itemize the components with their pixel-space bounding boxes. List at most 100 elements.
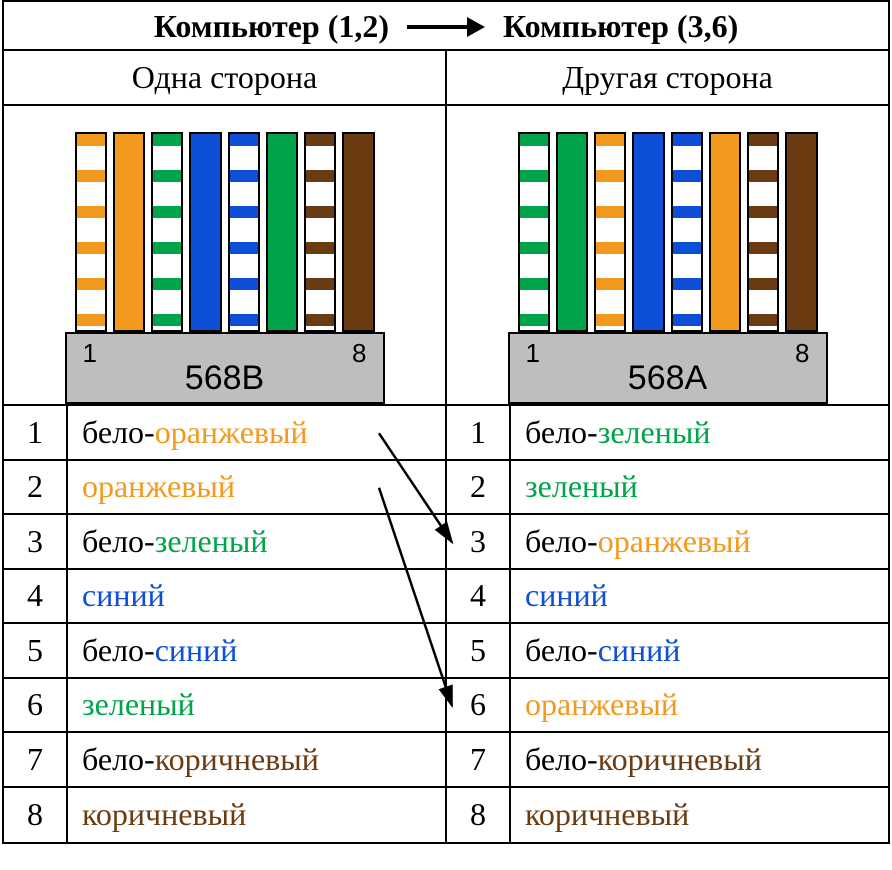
wire bbox=[266, 132, 298, 332]
sub-right: Другая сторона bbox=[447, 51, 888, 104]
wire bbox=[151, 132, 183, 332]
connector-568b: 1 8 568B bbox=[65, 132, 385, 404]
row-label: бело-синий bbox=[511, 632, 680, 669]
wires-right bbox=[508, 132, 828, 332]
label-part: оранжевый bbox=[525, 686, 678, 723]
wire bbox=[342, 132, 374, 332]
list-row: 5бело-синий bbox=[447, 624, 888, 679]
diagram-table: Компьютер (1,2) Компьютер (3,6) Одна сто… bbox=[2, 0, 890, 844]
row-index: 4 bbox=[4, 570, 68, 623]
label-part: оранжевый bbox=[82, 468, 235, 505]
label-part: коричневый bbox=[598, 741, 762, 778]
wire bbox=[189, 132, 221, 332]
label-part: бело- bbox=[82, 523, 155, 560]
row-label: бело-оранжевый bbox=[511, 523, 751, 560]
wire bbox=[594, 132, 626, 332]
wire bbox=[518, 132, 550, 332]
label-part: синий bbox=[598, 632, 681, 669]
label-part: коричневый bbox=[525, 796, 689, 833]
wire bbox=[747, 132, 779, 332]
row-index: 6 bbox=[4, 679, 68, 732]
diagram-left-cell: 1 8 568B bbox=[4, 106, 447, 404]
header-left: Компьютер (1,2) bbox=[154, 8, 389, 45]
list-right: 1бело-зеленый2зеленый3бело-оранжевый4син… bbox=[447, 406, 888, 842]
label-part: бело- bbox=[82, 632, 155, 669]
row-index: 3 bbox=[447, 515, 511, 568]
plug-right: 1 8 568A bbox=[508, 332, 828, 404]
row-index: 5 bbox=[4, 624, 68, 677]
row-label: коричневый bbox=[68, 796, 246, 833]
row-index: 6 bbox=[447, 679, 511, 732]
label-part: бело- bbox=[525, 414, 598, 451]
label-part: зеленый bbox=[598, 414, 711, 451]
connector-568a: 1 8 568A bbox=[508, 132, 828, 404]
row-label: бело-оранжевый bbox=[68, 414, 308, 451]
list-row: 7бело-коричневый bbox=[4, 733, 445, 788]
row-label: бело-синий bbox=[68, 632, 237, 669]
list-row: 2 оранжевый bbox=[4, 461, 445, 516]
row-index: 1 bbox=[4, 406, 68, 459]
list-row: 3бело-зеленый bbox=[4, 515, 445, 570]
row-label: зеленый bbox=[511, 468, 638, 505]
label-part: зеленый bbox=[82, 686, 195, 723]
wire bbox=[556, 132, 588, 332]
row-index: 2 bbox=[4, 461, 68, 514]
row-label: бело-зеленый bbox=[68, 523, 267, 560]
sub-left: Одна сторона bbox=[4, 51, 447, 104]
arrow-icon bbox=[407, 17, 485, 37]
list-left: 1бело-оранжевый2оранжевый3бело-зеленый4с… bbox=[4, 406, 447, 842]
list-row: 4 синий bbox=[447, 570, 888, 625]
standard-label: 568A bbox=[510, 359, 826, 398]
row-index: 5 bbox=[447, 624, 511, 677]
wire bbox=[228, 132, 260, 332]
wires-left bbox=[65, 132, 385, 332]
list-row: 6 зеленый bbox=[4, 679, 445, 734]
label-part: бело- bbox=[82, 741, 155, 778]
label-part: бело- bbox=[525, 523, 598, 560]
header-row: Компьютер (1,2) Компьютер (3,6) bbox=[4, 2, 888, 51]
header-right: Компьютер (3,6) bbox=[503, 8, 738, 45]
row-index: 2 bbox=[447, 461, 511, 514]
wire bbox=[632, 132, 664, 332]
wire bbox=[709, 132, 741, 332]
row-label: синий bbox=[511, 577, 608, 614]
row-label: синий bbox=[68, 577, 165, 614]
row-label: бело-коричневый bbox=[511, 741, 762, 778]
row-index: 8 bbox=[4, 788, 68, 843]
row-label: бело-коричневый bbox=[68, 741, 319, 778]
wire bbox=[671, 132, 703, 332]
wire bbox=[304, 132, 336, 332]
wire bbox=[113, 132, 145, 332]
label-part: бело- bbox=[525, 741, 598, 778]
list-row: 6 оранжевый bbox=[447, 679, 888, 734]
label-part: синий bbox=[525, 577, 608, 614]
plug-left: 1 8 568B bbox=[65, 332, 385, 404]
label-part: коричневый bbox=[82, 796, 246, 833]
wire bbox=[785, 132, 817, 332]
label-part: коричневый bbox=[155, 741, 319, 778]
sub-header: Одна сторона Другая сторона bbox=[4, 51, 888, 106]
label-part: бело- bbox=[525, 632, 598, 669]
label-part: оранжевый bbox=[598, 523, 751, 560]
list-row: 5бело-синий bbox=[4, 624, 445, 679]
list-row: 8 коричневый bbox=[4, 788, 445, 843]
label-part: оранжевый bbox=[155, 414, 308, 451]
row-index: 8 bbox=[447, 788, 511, 843]
pin-listing: 1бело-оранжевый2оранжевый3бело-зеленый4с… bbox=[4, 406, 888, 842]
row-index: 4 bbox=[447, 570, 511, 623]
list-row: 4 синий bbox=[4, 570, 445, 625]
row-label: бело-зеленый bbox=[511, 414, 710, 451]
list-row: 1бело-оранжевый bbox=[4, 406, 445, 461]
label-part: синий bbox=[155, 632, 238, 669]
row-label: оранжевый bbox=[511, 686, 678, 723]
row-index: 1 bbox=[447, 406, 511, 459]
list-row: 7бело-коричневый bbox=[447, 733, 888, 788]
row-label: зеленый bbox=[68, 686, 195, 723]
wire bbox=[75, 132, 107, 332]
label-part: синий bbox=[82, 577, 165, 614]
list-row: 1бело-зеленый bbox=[447, 406, 888, 461]
row-label: оранжевый bbox=[68, 468, 235, 505]
list-row: 3бело-оранжевый bbox=[447, 515, 888, 570]
diagram-right-cell: 1 8 568A bbox=[447, 106, 888, 404]
row-index: 7 bbox=[4, 733, 68, 786]
